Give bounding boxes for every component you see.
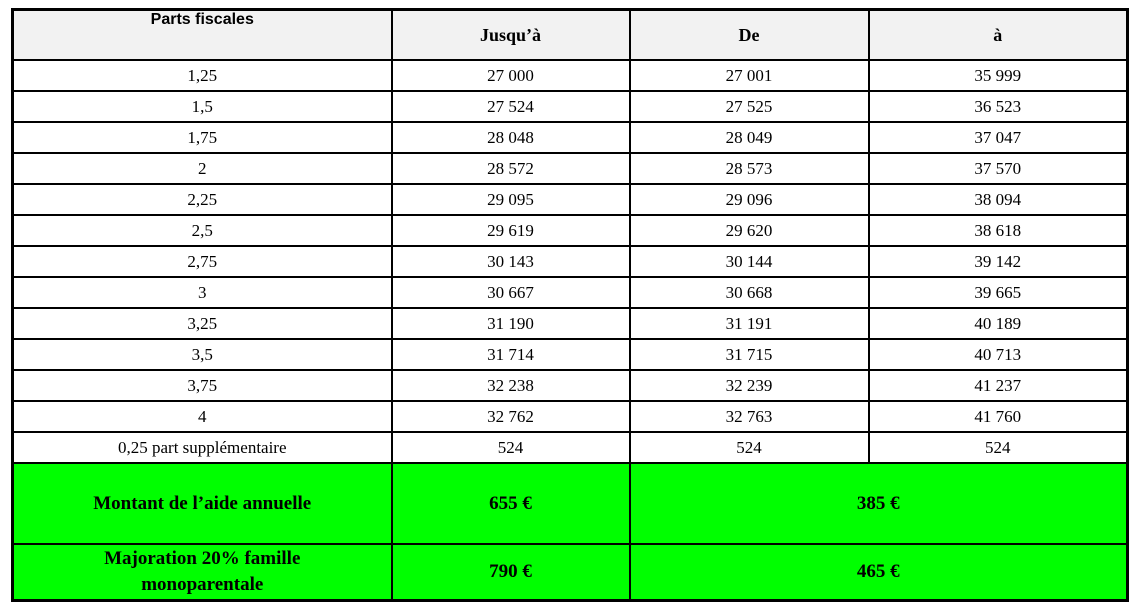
summary-row-majoration: Majoration 20% famille monoparentale 790…	[11, 543, 1129, 602]
header-parts-fiscales: Parts fiscales	[11, 8, 393, 61]
table-cell: 29 096	[628, 183, 870, 216]
table-row: 2,75 30 143 30 144 39 142	[11, 245, 1129, 278]
table-cell: 27 525	[628, 90, 870, 123]
table-cell: 30 667	[390, 276, 631, 309]
table-cell: 40 713	[867, 338, 1129, 371]
table-header: Parts fiscales Jusqu’à De à	[11, 8, 1129, 61]
table-cell: 39 142	[867, 245, 1129, 278]
table-cell: 29 095	[390, 183, 631, 216]
table-row: 2 28 572 28 573 37 570	[11, 152, 1129, 185]
table-cell: 3,75	[11, 369, 393, 402]
table-row: 3,5 31 714 31 715 40 713	[11, 338, 1129, 371]
table-cell: 28 049	[628, 121, 870, 154]
table-row: 3 30 667 30 668 39 665	[11, 276, 1129, 309]
summary-majoration-amount-jusqua: 790 €	[390, 543, 631, 602]
summary-annual-amount-jusqua: 655 €	[390, 462, 631, 545]
table-cell: 28 573	[628, 152, 870, 185]
table-cell: 36 523	[867, 90, 1129, 123]
header-de: De	[628, 8, 870, 61]
table-cell: 2	[11, 152, 393, 185]
table-cell: 30 668	[628, 276, 870, 309]
table-cell: 1,75	[11, 121, 393, 154]
table-row: 2,5 29 619 29 620 38 618	[11, 214, 1129, 247]
table-cell: 35 999	[867, 59, 1129, 92]
table-cell: 4	[11, 400, 393, 433]
table-cell: 29 620	[628, 214, 870, 247]
table-cell: 1,5	[11, 90, 393, 123]
fiscal-parts-aid-table: Parts fiscales Jusqu’à De à 1,25 27 000 27…	[11, 8, 1129, 602]
summary-annual-amount-de-a: 385 €	[628, 462, 1129, 545]
table-cell: 30 144	[628, 245, 870, 278]
header-jusqua: Jusqu’à	[390, 8, 631, 61]
table-cell: 28 048	[390, 121, 631, 154]
summary-row-annual-aid: Montant de l’aide annuelle 655 € 385 €	[11, 462, 1129, 545]
table-cell: 32 238	[390, 369, 631, 402]
table-cell: 39 665	[867, 276, 1129, 309]
table-cell: 524	[390, 431, 631, 464]
table-cell: 30 143	[390, 245, 631, 278]
table-cell: 41 760	[867, 400, 1129, 433]
table-cell: 27 000	[390, 59, 631, 92]
table-cell: 3,5	[11, 338, 393, 371]
table-cell: 524	[628, 431, 870, 464]
table-cell: 32 762	[390, 400, 631, 433]
table-cell: 0,25 part supplémentaire	[11, 431, 393, 464]
header-row: Parts fiscales Jusqu’à De à	[11, 8, 1129, 61]
table-cell: 31 714	[390, 338, 631, 371]
table-cell: 524	[867, 431, 1129, 464]
summary-annual-label: Montant de l’aide annuelle	[11, 462, 393, 545]
table-body: 1,25 27 000 27 001 35 999 1,5 27 524 27 525 36 …	[11, 59, 1129, 464]
table-cell: 37 570	[867, 152, 1129, 185]
table-cell: 2,5	[11, 214, 393, 247]
table-cell: 28 572	[390, 152, 631, 185]
table-cell: 41 237	[867, 369, 1129, 402]
table-cell: 31 191	[628, 307, 870, 340]
table-cell: 32 763	[628, 400, 870, 433]
table-cell: 31 715	[628, 338, 870, 371]
table-cell: 27 001	[628, 59, 870, 92]
table-row: 3,75 32 238 32 239 41 237	[11, 369, 1129, 402]
table-cell: 1,25	[11, 59, 393, 92]
table-cell: 2,75	[11, 245, 393, 278]
table-cell: 38 094	[867, 183, 1129, 216]
table-row: 3,25 31 190 31 191 40 189	[11, 307, 1129, 340]
table-row: 1,25 27 000 27 001 35 999	[11, 59, 1129, 92]
table-cell: 32 239	[628, 369, 870, 402]
summary-majoration-amount-de-a: 465 €	[628, 543, 1129, 602]
summary-majoration-label: Majoration 20% famille monoparentale	[11, 543, 393, 602]
table-cell: 2,25	[11, 183, 393, 216]
table-cell: 3,25	[11, 307, 393, 340]
table-row: 1,5 27 524 27 525 36 523	[11, 90, 1129, 123]
summary-majoration-label-text: Majoration 20% famille monoparentale	[104, 548, 301, 595]
summary-section: Montant de l’aide annuelle 655 € 385 € M…	[11, 462, 1129, 602]
table-row: 1,75 28 048 28 049 37 047	[11, 121, 1129, 154]
header-a: à	[867, 8, 1129, 61]
table-cell: 40 189	[867, 307, 1129, 340]
table-row: 0,25 part supplémentaire 524 524 524	[11, 431, 1129, 464]
table-cell: 27 524	[390, 90, 631, 123]
table-cell: 3	[11, 276, 393, 309]
table-cell: 38 618	[867, 214, 1129, 247]
table-cell: 31 190	[390, 307, 631, 340]
table-cell: 37 047	[867, 121, 1129, 154]
table-cell: 29 619	[390, 214, 631, 247]
table-row: 4 32 762 32 763 41 760	[11, 400, 1129, 433]
table-row: 2,25 29 095 29 096 38 094	[11, 183, 1129, 216]
